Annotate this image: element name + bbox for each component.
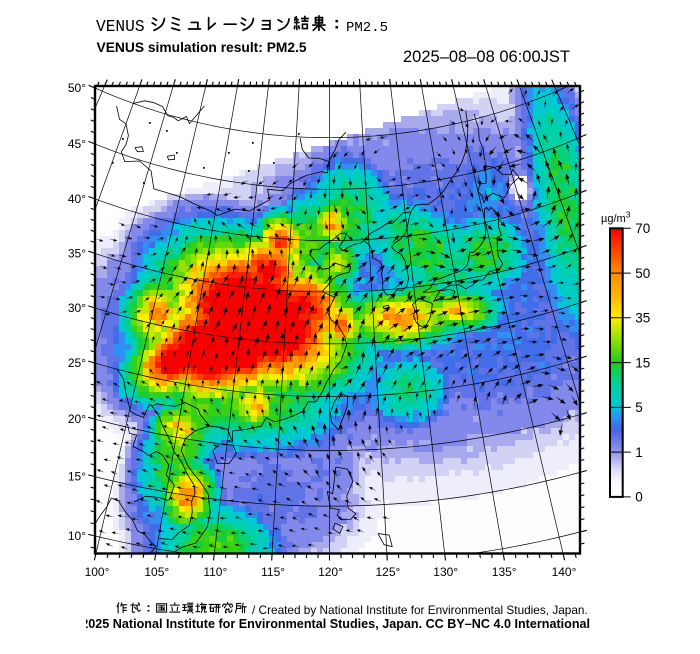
- svg-text:115°: 115°: [261, 565, 285, 579]
- svg-text:VENUS: VENUS: [96, 18, 145, 36]
- svg-text:100°: 100°: [85, 565, 110, 579]
- svg-text:35: 35: [635, 311, 650, 326]
- svg-text:30°: 30°: [68, 301, 86, 315]
- svg-text:125°: 125°: [375, 565, 400, 579]
- svg-text:110°: 110°: [203, 565, 227, 579]
- svg-text:/ Created by National Institut: / Created by National Institute for Envi…: [252, 603, 588, 617]
- svg-text:0: 0: [635, 490, 643, 505]
- svg-text:VENUS simulation result: PM2.5: VENUS simulation result: PM2.5: [97, 40, 307, 55]
- svg-text:50: 50: [635, 266, 650, 281]
- svg-text:2025–08–08 06:00JST: 2025–08–08 06:00JST: [403, 48, 570, 66]
- svg-text:1: 1: [635, 445, 643, 460]
- svg-text:120°: 120°: [318, 565, 343, 579]
- svg-text:5: 5: [635, 400, 643, 415]
- svg-text:50°: 50°: [68, 81, 86, 95]
- svg-text:20°: 20°: [68, 412, 86, 426]
- svg-text:105°: 105°: [144, 565, 169, 579]
- svg-text:130°: 130°: [433, 565, 458, 579]
- svg-text:15°: 15°: [68, 470, 86, 484]
- svg-text:µg/m3: µg/m3: [601, 210, 631, 226]
- svg-text:25°: 25°: [68, 356, 86, 370]
- svg-text:70: 70: [635, 221, 650, 236]
- svg-text:PM2.5: PM2.5: [346, 20, 388, 36]
- svg-text:©2025 National Institute for E: ©2025 National Institute for Environment…: [72, 617, 590, 631]
- svg-text:135°: 135°: [492, 565, 517, 579]
- svg-text:45°: 45°: [68, 137, 86, 151]
- svg-text:140°: 140°: [552, 565, 577, 579]
- svg-text:35°: 35°: [68, 246, 86, 260]
- svg-text:40°: 40°: [68, 192, 86, 206]
- svg-text:15: 15: [635, 355, 650, 370]
- svg-text:10°: 10°: [68, 529, 86, 543]
